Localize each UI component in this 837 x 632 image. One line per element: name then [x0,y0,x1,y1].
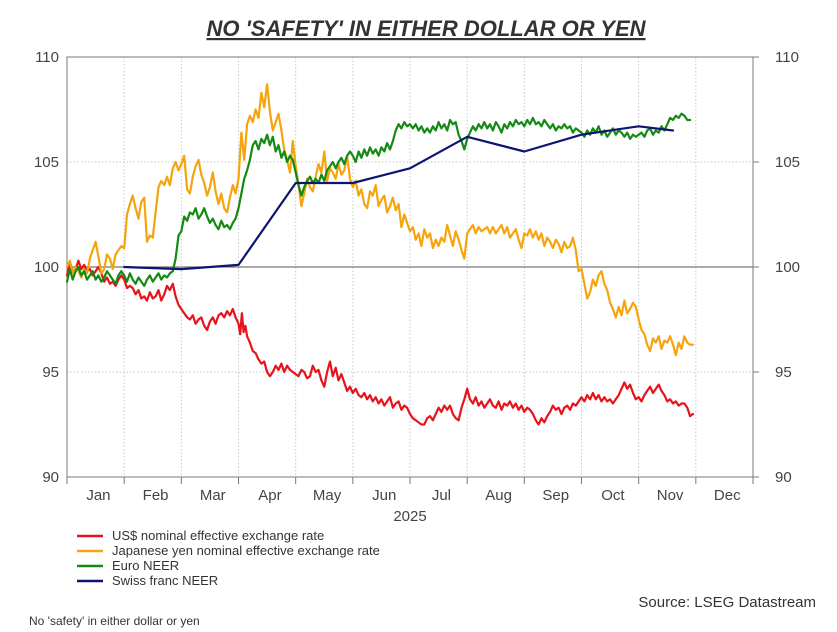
y-tick-label-left: 105 [34,154,59,171]
legend-label-2: Japanese yen nominal effective exchange … [112,543,380,558]
series-line-3 [65,112,692,287]
x-tick-label: Mar [200,487,226,504]
chart-title: NO 'SAFETY' IN EITHER DOLLAR OR YEN [206,16,646,41]
y-tick-label-left: 95 [42,364,59,381]
y-tick-label-left: 100 [34,259,59,276]
series-line-1 [65,259,695,426]
caption: No 'safety' in either dollar or yen [29,614,200,628]
x-tick-label: Sep [542,487,569,504]
y-tick-label-right: 100 [775,259,800,276]
x-tick-label: Oct [601,487,625,504]
x-tick-label: May [313,487,342,504]
x-tick-label: Dec [714,487,741,504]
x-tick-label: Apr [258,487,281,504]
series-line-2 [65,83,695,357]
y-tick-label-right: 95 [775,364,792,381]
series-line-4 [123,125,675,271]
legend-label-3: Euro NEER [112,558,179,573]
axes: 90 90 95 95 100 100 105 105 110 110 Jan Feb Mar Apr Ma… [34,49,800,504]
legend-label-4: Swiss franc NEER [112,573,218,588]
legend: US$ nominal effective exchange rateJapan… [77,528,380,588]
y-tick-label-left: 90 [42,469,59,486]
x-tick-label: Feb [143,487,169,504]
x-tick-label: Jan [86,487,110,504]
x-axis-year-label: 2025 [393,508,426,525]
x-tick-label: Jul [432,487,451,504]
x-tick-label: Jun [372,487,396,504]
y-tick-label-left: 110 [35,49,59,66]
legend-label-1: US$ nominal effective exchange rate [112,528,324,543]
y-tick-label-right: 105 [775,154,800,171]
y-tick-label-right: 110 [775,49,799,66]
x-tick-label: Nov [657,487,684,504]
y-tick-label-right: 90 [775,469,792,486]
series-lines [65,83,695,426]
x-tick-label: Aug [485,487,512,504]
source-note: Source: LSEG Datastream [638,594,816,611]
